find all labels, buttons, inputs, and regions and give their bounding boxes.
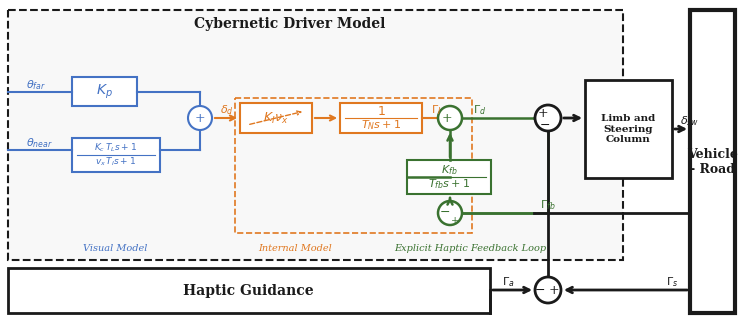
Bar (690, 10, 735, 313)
Text: Explicit Haptic Feedback Loop: Explicit Haptic Feedback Loop (394, 243, 546, 252)
Circle shape (535, 105, 561, 131)
Bar (72, 77, 137, 106)
Text: −: − (439, 205, 451, 219)
Bar (8, 10, 623, 260)
Text: $\theta_{far}$: $\theta_{far}$ (26, 78, 46, 92)
Text: $K_c\,T_L s+1$: $K_c\,T_L s+1$ (95, 142, 138, 154)
Text: Limb and
Steering
Column: Limb and Steering Column (602, 114, 656, 144)
Bar (72, 138, 160, 172)
Text: $\Gamma_d$: $\Gamma_d$ (473, 103, 487, 117)
Text: +: + (442, 111, 452, 125)
Bar (240, 103, 312, 133)
Text: Cybernetic Driver Model: Cybernetic Driver Model (194, 17, 385, 31)
Text: $v_x\,T_I s+1$: $v_x\,T_I s+1$ (96, 156, 136, 168)
Text: $\theta_{near}$: $\theta_{near}$ (26, 136, 53, 150)
Text: +: + (195, 111, 205, 125)
Text: $T_{fb}s+1$: $T_{fb}s+1$ (428, 177, 470, 191)
Circle shape (535, 277, 561, 303)
Text: $\Gamma_s$: $\Gamma_s$ (666, 275, 678, 289)
Circle shape (438, 201, 462, 225)
Text: Vehicle
- Road: Vehicle - Road (687, 147, 738, 175)
Text: $\delta_{sw}$: $\delta_{sw}$ (680, 114, 700, 128)
Text: $K_I\nu_x$: $K_I\nu_x$ (263, 110, 289, 126)
Bar (585, 80, 672, 178)
Text: $1$: $1$ (376, 105, 385, 118)
Circle shape (438, 106, 462, 130)
Text: $\Gamma_{fb}$: $\Gamma_{fb}$ (540, 198, 556, 212)
Bar (8, 268, 490, 313)
Text: $\Gamma_a$: $\Gamma_a$ (502, 275, 514, 289)
Bar (340, 103, 422, 133)
Bar (235, 98, 472, 233)
Text: $\Gamma_I$: $\Gamma_I$ (431, 103, 441, 117)
Text: $\delta_d$: $\delta_d$ (220, 103, 233, 117)
Text: Haptic Guidance: Haptic Guidance (183, 283, 313, 298)
Text: Internal Model: Internal Model (258, 243, 332, 252)
Text: +: + (548, 283, 559, 297)
Text: $K_{fb}$: $K_{fb}$ (441, 163, 457, 177)
Text: +: + (451, 215, 459, 224)
Text: −: − (539, 118, 551, 131)
Bar (407, 160, 491, 194)
Text: −: − (535, 283, 545, 297)
Text: $K_p$: $K_p$ (96, 82, 113, 101)
Text: +: + (538, 107, 548, 119)
Text: Visual Model: Visual Model (83, 243, 147, 252)
Circle shape (188, 106, 212, 130)
Text: $T_N s+1$: $T_N s+1$ (361, 118, 401, 132)
